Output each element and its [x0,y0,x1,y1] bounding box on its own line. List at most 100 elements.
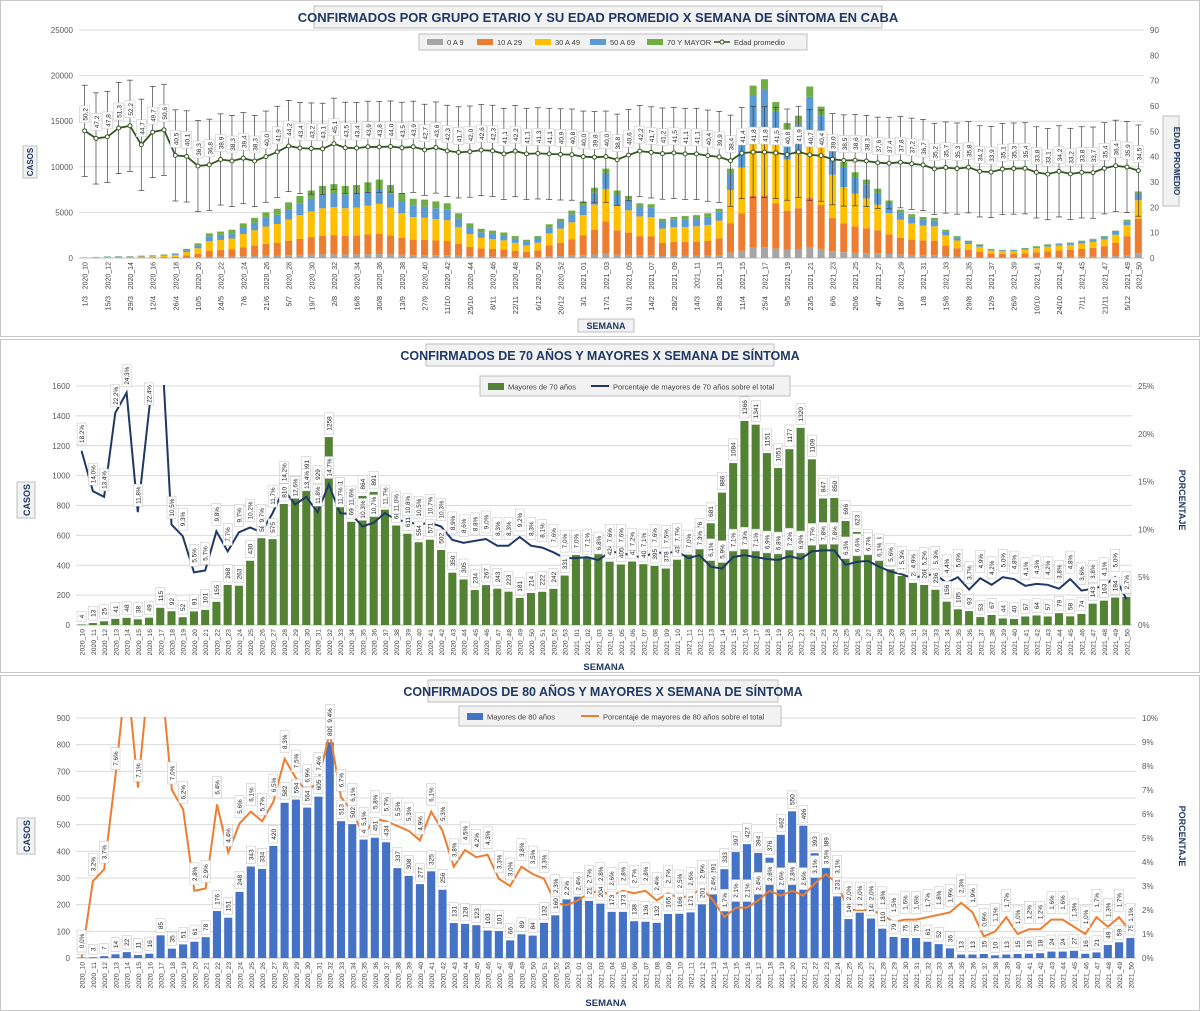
bar [934,944,943,958]
legend-label: 0 A 9 [447,38,464,47]
bar-segment-g10-29 [330,235,338,255]
date-label: 14/2 [647,296,656,311]
percent-label: 7,2% [787,532,794,547]
value-label: 84 [530,922,537,930]
value-label-group: 131 [449,902,459,921]
edad-point [1079,169,1085,175]
bar-segment-g70 [908,214,916,217]
edad-label-box [577,131,589,149]
bar [133,955,143,958]
week-label: 2021_11 [686,629,693,655]
week-label: 2020_52 [551,629,558,656]
bar [303,807,312,958]
bar-segment-g70 [307,190,315,199]
bar-segment-g0-9 [681,255,689,258]
edad-label-group: 41,8 [747,126,759,145]
week-label: 2020_10 [83,262,90,289]
week-label: 2021_04 [608,629,615,656]
bar [920,584,929,625]
bar-segment-g0-9 [987,257,995,258]
value-label-box [403,855,414,874]
bar-segment-g30-49 [862,198,870,229]
value-label-group: 123 [471,904,482,923]
percent-label: 7,7% [225,527,232,542]
value-label-group: 151 [223,897,233,915]
bar-segment-g70 [285,202,293,210]
edad-label-group: 40,9 [555,129,566,147]
percent-label: 7,1% [753,533,760,548]
edad-label-box [226,135,238,154]
percent-label-box [234,795,245,818]
percent-label-group: 5,2% [919,547,929,570]
value-label-box [1091,935,1102,950]
edad-label: 41,1 [695,131,702,144]
percent-label-group: 1,1% [1125,903,1136,926]
y-axis-title-box [16,817,36,855]
percent-label: 1,7% [1117,893,1124,908]
bar-segment-g50-69 [364,191,372,206]
value-label: 18 [1038,939,1045,947]
week-label: 2020_50 [536,262,543,289]
bar-segment-g10-29 [273,242,281,256]
edad-label-box [770,127,782,146]
percent-label: 2,1% [745,883,752,898]
bar-segment-g0-9 [624,254,633,258]
value-label: 267 [484,568,491,579]
value-label-group: 15 [1012,937,1023,952]
value-label-group: 16 [144,936,155,951]
value-label-box [481,564,491,583]
edad-label-box [634,125,646,144]
week-label: 2021_24 [835,962,842,989]
bar [1122,596,1131,625]
bar-segment-g10-29 [862,228,870,254]
bar-segment-g30-49 [1010,251,1018,255]
percent-label-group: 11,8% [312,483,323,507]
week-label: 2021_27 [869,962,876,989]
bar-segment-g50-69 [421,206,429,218]
y-tick-label: 10000 [51,163,74,172]
percent-label-box [888,893,899,917]
percent-label: 2,9% [203,864,210,879]
edad-label-box [294,122,306,141]
week-label: 2020_39 [407,962,414,989]
value-label: 132 [654,905,661,916]
value-label: 160 [553,898,560,909]
percent-label-group: 2,5% [674,869,685,893]
value-label: 291 [711,863,718,874]
bar-segment-g0-9 [1078,256,1086,258]
edad-label-box [657,128,668,146]
percent-label-group: 10,7% [425,494,435,517]
date-label: 17/1 [602,296,611,311]
value-label: 151 [226,900,233,911]
percent-label: 14,0% [90,465,97,483]
percent-label-box [1001,888,1012,912]
value-label-group: 337 [392,847,403,866]
bar [1002,954,1011,958]
percent-label-group: 6,1% [705,538,716,561]
chart-title-box [425,343,775,367]
bar-segment-g10-29 [557,242,565,257]
bar-segment-g30-49 [523,245,531,252]
bar [470,590,479,625]
value-label-box [200,920,211,935]
value-label-group: 277 [415,863,425,882]
edad-label-box [1019,143,1031,161]
value-label-group: 155 [211,581,222,600]
bar-segment-g10-29 [998,254,1006,258]
bar-segment-g30-49 [1112,234,1120,243]
value-label-group: 847 [818,477,828,496]
edad-label-group: 35,3 [1008,143,1019,161]
edad-point [852,157,858,163]
value-label-group: 173 [618,891,628,910]
week-label: 2021_46 [1083,962,1090,989]
edad-label-box [521,128,532,147]
value-label: 1341 [753,403,760,418]
value-label: 66 [508,927,515,935]
bar-segment-g30-49 [296,215,304,239]
value-label-box [166,594,177,609]
bar [358,495,367,625]
value-label: 462 [778,817,785,828]
edad-label-group: 42,3 [441,125,453,144]
percent-label: 6,3% [843,540,850,555]
value-label: 110 [880,911,887,922]
